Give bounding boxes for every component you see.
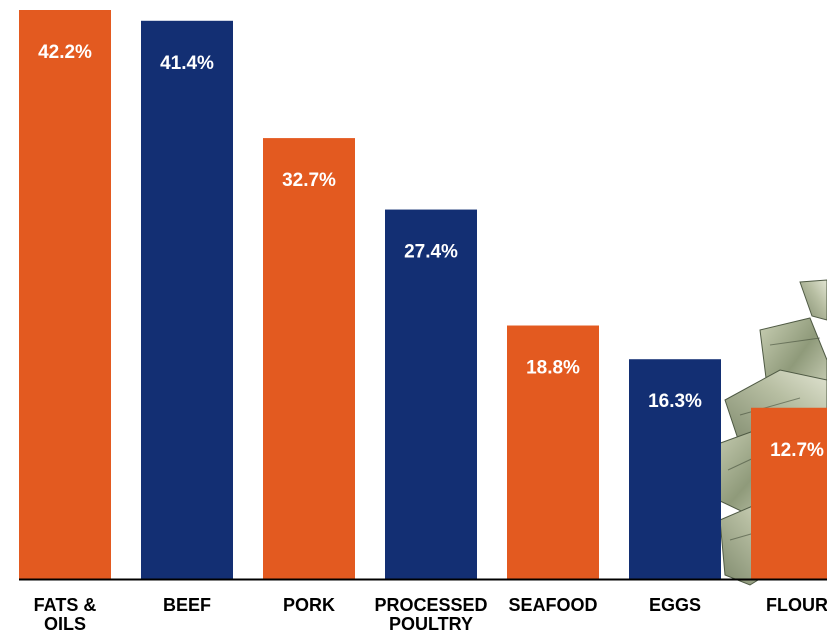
bar-value-label-6: 12.7% [770,440,824,461]
category-label-4: SEAFOOD [508,595,597,615]
bar-6 [751,407,827,579]
bars-group [19,10,827,580]
bar-3 [385,209,477,579]
bar-4 [507,325,599,579]
bar-value-label-2: 32.7% [282,170,336,191]
category-label-2: PORK [283,595,335,615]
value-labels-group: 42.2% 41.4% 32.7% 27.4% 18.8% 16.3% 12.7% [38,42,824,461]
category-label-5: EGGS [649,595,701,615]
bar-value-label-1: 41.4% [160,53,214,74]
bar-2 [263,138,355,580]
category-label-3: PROCESSED POULTRY [374,595,487,634]
bar-value-label-4: 18.8% [526,358,580,379]
category-label-6: FLOUR [766,595,827,615]
bar-value-label-5: 16.3% [648,391,702,412]
bar-5 [629,359,721,579]
category-labels-group: FATS & OILS BEEF PORK PROCESSED POULTRY SEAFOO… [34,595,827,634]
bar-0 [19,10,111,579]
bar-1 [141,20,233,579]
category-label-1: BEEF [163,595,211,615]
category-label-0: FATS & OILS [34,595,97,634]
bar-value-label-0: 42.2% [38,42,92,63]
money-bill [799,279,827,321]
bar-value-label-3: 27.4% [404,242,458,263]
